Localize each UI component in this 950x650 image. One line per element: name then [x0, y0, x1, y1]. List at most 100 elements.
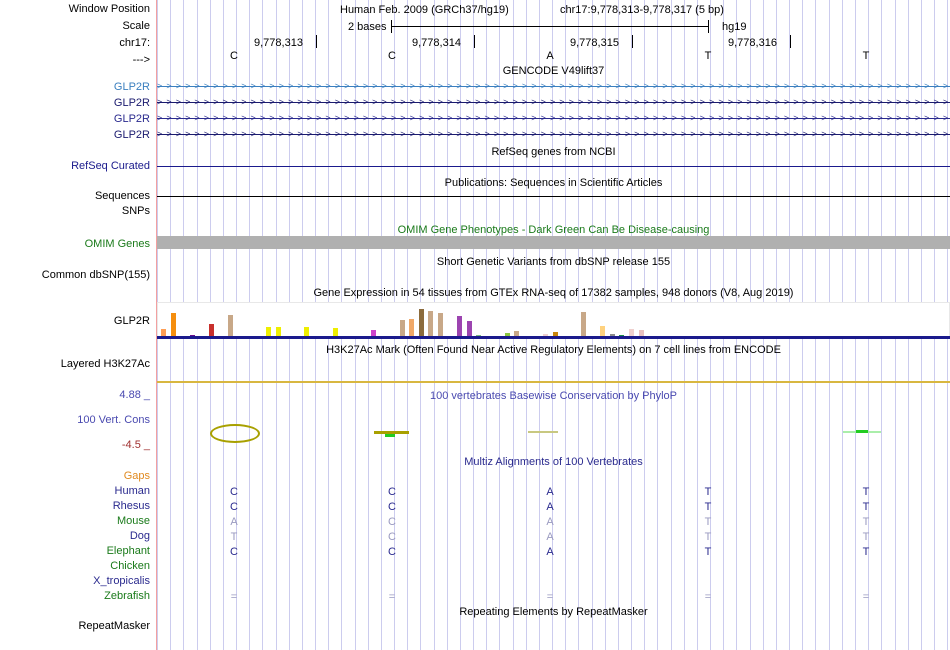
gtex-tissue-bar[interactable]: [428, 310, 434, 338]
gtex-tissue-bar[interactable]: [437, 312, 444, 338]
gene-strand-arrows: >>>>>>>>>>>>>>>>>>>>>>>>>>>>>>>>>>>>>>>>…: [157, 129, 950, 139]
ruler-base-letter: A: [546, 50, 554, 62]
gene-intron-line: [157, 86, 950, 87]
multiz-base-letter: T: [862, 516, 870, 528]
gencode-gene-row[interactable]: >>>>>>>>>>>>>>>>>>>>>>>>>>>>>>>>>>>>>>>>…: [157, 81, 950, 92]
conservation-dash: [528, 431, 558, 433]
gtex-tissue-bar[interactable]: [275, 326, 281, 338]
multiz-base-letter: =: [546, 591, 554, 603]
gencode-gene-label[interactable]: GLP2R: [113, 113, 150, 125]
gtex-bar-chart[interactable]: [157, 302, 950, 338]
repeatmasker-track-label[interactable]: RepeatMasker: [78, 620, 150, 632]
multiz-base-letter: C: [230, 546, 238, 558]
gtex-tissue-bar[interactable]: [638, 329, 644, 338]
gtex-tissue-bar[interactable]: [208, 323, 214, 338]
ruler-tick: [474, 35, 475, 48]
conservation-plot[interactable]: [157, 386, 950, 452]
ruler-coordinate-label: 9,778,314: [412, 37, 461, 49]
gtex-track-label[interactable]: GLP2R: [113, 315, 150, 327]
gtex-tissue-bar[interactable]: [371, 329, 377, 338]
gtex-tissue-bar[interactable]: [304, 326, 310, 338]
position-text[interactable]: chr17:9,778,313-9,778,317 (5 bp): [560, 4, 724, 16]
gtex-tissue-bar[interactable]: [409, 319, 415, 338]
gtex-tissue-bar[interactable]: [418, 308, 424, 338]
gtex-baseline: [157, 336, 950, 339]
gene-intron-line: [157, 118, 950, 119]
gtex-tissue-bar[interactable]: [161, 328, 167, 338]
gene-intron-line: [157, 102, 950, 103]
multiz-base-letter: C: [388, 486, 396, 498]
multiz-base-letter: A: [546, 546, 554, 558]
refseq-track-label[interactable]: RefSeq Curated: [71, 160, 150, 172]
multiz-species-label[interactable]: Human: [114, 485, 150, 497]
multiz-base-letter: C: [388, 531, 396, 543]
multiz-species-label[interactable]: Chicken: [110, 560, 150, 572]
multiz-species-label[interactable]: Rhesus: [112, 500, 150, 512]
gaps-label[interactable]: Gaps: [123, 470, 150, 482]
strand-label: --->: [132, 54, 150, 66]
dbsnp-track-title: Short Genetic Variants from dbSNP releas…: [436, 256, 671, 268]
multiz-species-label[interactable]: Mouse: [116, 515, 150, 527]
gene-strand-arrows: >>>>>>>>>>>>>>>>>>>>>>>>>>>>>>>>>>>>>>>>…: [157, 81, 950, 91]
multiz-base-letter: A: [546, 531, 554, 543]
multiz-base-letter: C: [388, 516, 396, 528]
conservation-peak: [374, 431, 409, 434]
gtex-tissue-bar[interactable]: [581, 311, 587, 338]
ruler-base-letter: T: [704, 50, 712, 62]
sequences-track-label[interactable]: Sequences: [94, 190, 150, 202]
multiz-species-label[interactable]: X_tropicalis: [93, 575, 150, 587]
gtex-tissue-bar[interactable]: [266, 326, 272, 338]
gencode-gene-row[interactable]: >>>>>>>>>>>>>>>>>>>>>>>>>>>>>>>>>>>>>>>>…: [157, 113, 950, 124]
ruler-tick: [316, 35, 317, 48]
gtex-tissue-bar[interactable]: [457, 316, 463, 338]
multiz-base-letter: T: [862, 486, 870, 498]
multiz-species-label[interactable]: Zebrafish: [104, 590, 150, 602]
ruler-base-letter: T: [862, 50, 870, 62]
gencode-gene-label[interactable]: GLP2R: [113, 129, 150, 141]
gencode-track-title: GENCODE V49lift37: [502, 65, 605, 77]
snps-track-label[interactable]: SNPs: [121, 205, 150, 217]
multiz-species-label[interactable]: Elephant: [106, 545, 150, 557]
conservation-highlight-ellipse: [210, 424, 260, 443]
gencode-gene-label[interactable]: GLP2R: [113, 81, 150, 93]
omim-gene-bar[interactable]: [157, 236, 950, 249]
multiz-base-letter: A: [546, 516, 554, 528]
dbsnp-track-label[interactable]: Common dbSNP(155): [41, 269, 150, 281]
multiz-species-label[interactable]: Dog: [129, 530, 150, 542]
panel-left-rule: [156, 0, 157, 650]
gencode-gene-row[interactable]: >>>>>>>>>>>>>>>>>>>>>>>>>>>>>>>>>>>>>>>>…: [157, 129, 950, 140]
multiz-base-letter: A: [546, 501, 554, 513]
gtex-tissue-bar[interactable]: [399, 320, 405, 338]
ruler-base-letter: C: [230, 50, 238, 62]
gtex-tissue-bar[interactable]: [170, 313, 176, 338]
multiz-base-letter: T: [704, 516, 712, 528]
multiz-base-letter: T: [230, 531, 238, 543]
refseq-feature-line[interactable]: [157, 166, 950, 167]
ruler-tick: [790, 35, 791, 48]
multiz-base-letter: T: [704, 546, 712, 558]
multiz-base-letter: =: [704, 591, 712, 603]
gtex-tissue-bar[interactable]: [504, 333, 510, 338]
gtex-tissue-bar[interactable]: [628, 328, 635, 338]
multiz-base-letter: C: [388, 546, 396, 558]
gencode-gene-label[interactable]: GLP2R: [113, 97, 150, 109]
gencode-gene-row[interactable]: >>>>>>>>>>>>>>>>>>>>>>>>>>>>>>>>>>>>>>>>…: [157, 97, 950, 108]
multiz-base-letter: T: [704, 501, 712, 513]
gtex-tissue-bar[interactable]: [552, 332, 558, 338]
sequences-feature-line[interactable]: [157, 196, 950, 197]
gtex-tissue-bar[interactable]: [227, 315, 233, 338]
gtex-tissue-bar[interactable]: [514, 331, 520, 338]
h3k27ac-track-label[interactable]: Layered H3K27Ac: [60, 358, 150, 370]
omim-track-label[interactable]: OMIM Genes: [84, 238, 150, 250]
gtex-tissue-bar[interactable]: [600, 325, 606, 338]
repeatmasker-track-title: Repeating Elements by RepeatMasker: [459, 606, 648, 618]
cons-track-label[interactable]: 100 Vert. Cons: [77, 414, 150, 426]
gtex-tissue-bar[interactable]: [332, 327, 338, 338]
cons-max-value: 4.88 _: [119, 389, 150, 401]
gtex-tissue-bar[interactable]: [466, 321, 472, 338]
omim-track-title: OMIM Gene Phenotypes - Dark Green Can Be…: [397, 224, 710, 236]
multiz-track-title: Multiz Alignments of 100 Vertebrates: [464, 456, 643, 468]
gtex-track-title: Gene Expression in 54 tissues from GTEx …: [313, 287, 794, 299]
conservation-dash-core: [856, 430, 868, 433]
